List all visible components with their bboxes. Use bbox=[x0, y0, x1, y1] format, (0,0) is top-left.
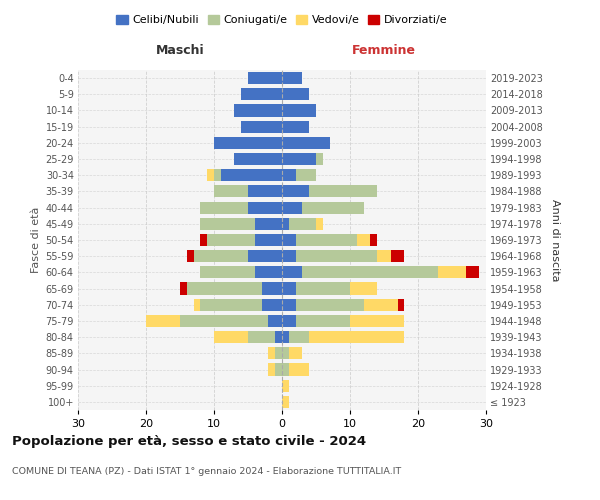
Bar bbox=[377, 250, 391, 262]
Bar bbox=[214, 186, 248, 198]
Bar bbox=[248, 186, 282, 198]
Bar bbox=[289, 348, 302, 360]
Bar bbox=[282, 282, 296, 294]
Bar bbox=[187, 250, 194, 262]
Bar bbox=[248, 72, 282, 84]
Bar bbox=[187, 282, 262, 294]
Bar bbox=[268, 315, 282, 327]
Bar bbox=[289, 331, 309, 343]
Bar bbox=[296, 250, 377, 262]
Bar bbox=[302, 202, 364, 213]
Bar bbox=[200, 234, 207, 246]
Bar bbox=[200, 218, 255, 230]
Bar bbox=[282, 218, 289, 230]
Bar bbox=[282, 348, 289, 360]
Bar bbox=[275, 364, 282, 376]
Bar bbox=[214, 331, 248, 343]
Bar bbox=[296, 298, 364, 311]
Bar bbox=[282, 364, 289, 376]
Bar bbox=[248, 202, 282, 213]
Bar bbox=[296, 315, 350, 327]
Bar bbox=[275, 331, 282, 343]
Bar bbox=[214, 169, 221, 181]
Bar bbox=[275, 348, 282, 360]
Bar bbox=[194, 298, 200, 311]
Text: COMUNE DI TEANA (PZ) - Dati ISTAT 1° gennaio 2024 - Elaborazione TUTTITALIA.IT: COMUNE DI TEANA (PZ) - Dati ISTAT 1° gen… bbox=[12, 468, 401, 476]
Bar bbox=[282, 380, 289, 392]
Bar bbox=[282, 137, 329, 149]
Bar bbox=[255, 218, 282, 230]
Bar bbox=[207, 169, 214, 181]
Bar bbox=[262, 282, 282, 294]
Bar bbox=[200, 266, 255, 278]
Bar bbox=[194, 250, 248, 262]
Bar bbox=[296, 234, 357, 246]
Bar bbox=[235, 104, 282, 117]
Bar bbox=[282, 120, 309, 132]
Bar bbox=[268, 364, 275, 376]
Text: Maschi: Maschi bbox=[155, 44, 205, 57]
Bar bbox=[282, 396, 289, 408]
Bar bbox=[282, 104, 316, 117]
Bar bbox=[466, 266, 479, 278]
Bar bbox=[370, 234, 377, 246]
Bar bbox=[302, 266, 439, 278]
Bar bbox=[200, 202, 248, 213]
Bar bbox=[296, 282, 350, 294]
Bar bbox=[146, 315, 180, 327]
Bar bbox=[241, 88, 282, 101]
Bar bbox=[316, 153, 323, 165]
Legend: Celibi/Nubili, Coniugati/e, Vedovi/e, Divorziati/e: Celibi/Nubili, Coniugati/e, Vedovi/e, Di… bbox=[112, 10, 452, 30]
Bar bbox=[214, 137, 282, 149]
Bar bbox=[282, 88, 309, 101]
Bar bbox=[235, 153, 282, 165]
Bar bbox=[282, 234, 296, 246]
Bar bbox=[207, 234, 255, 246]
Bar bbox=[282, 169, 296, 181]
Y-axis label: Fasce di età: Fasce di età bbox=[31, 207, 41, 273]
Bar bbox=[180, 315, 268, 327]
Bar bbox=[350, 315, 404, 327]
Bar bbox=[296, 169, 316, 181]
Y-axis label: Anni di nascita: Anni di nascita bbox=[550, 198, 560, 281]
Bar bbox=[289, 218, 316, 230]
Text: Femmine: Femmine bbox=[352, 44, 416, 57]
Bar bbox=[309, 331, 404, 343]
Bar bbox=[255, 266, 282, 278]
Bar bbox=[200, 298, 262, 311]
Bar bbox=[391, 250, 404, 262]
Bar bbox=[398, 298, 404, 311]
Bar bbox=[282, 202, 302, 213]
Bar bbox=[241, 120, 282, 132]
Bar bbox=[282, 153, 316, 165]
Bar bbox=[262, 298, 282, 311]
Bar bbox=[364, 298, 398, 311]
Bar bbox=[221, 169, 282, 181]
Text: Popolazione per età, sesso e stato civile - 2024: Popolazione per età, sesso e stato civil… bbox=[12, 435, 366, 448]
Bar bbox=[289, 364, 309, 376]
Bar bbox=[316, 218, 323, 230]
Bar bbox=[255, 234, 282, 246]
Bar bbox=[309, 186, 377, 198]
Bar bbox=[282, 315, 296, 327]
Bar bbox=[282, 298, 296, 311]
Bar bbox=[282, 186, 309, 198]
Bar bbox=[248, 331, 275, 343]
Bar bbox=[248, 250, 282, 262]
Bar bbox=[350, 282, 377, 294]
Bar bbox=[282, 331, 289, 343]
Bar bbox=[357, 234, 370, 246]
Bar bbox=[268, 348, 275, 360]
Bar bbox=[282, 72, 302, 84]
Bar bbox=[180, 282, 187, 294]
Bar bbox=[282, 266, 302, 278]
Bar bbox=[282, 250, 296, 262]
Bar bbox=[439, 266, 466, 278]
